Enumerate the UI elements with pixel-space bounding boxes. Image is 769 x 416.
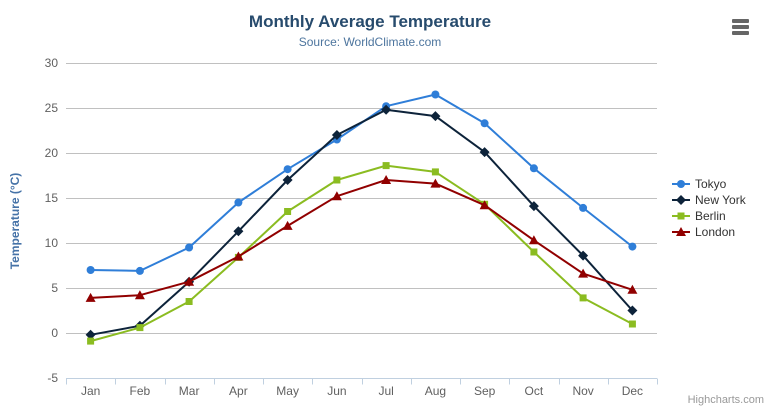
- marker-tokyo[interactable]: [185, 243, 194, 252]
- marker-london[interactable]: [430, 178, 441, 188]
- marker-berlin[interactable]: [284, 208, 292, 215]
- marker-tokyo[interactable]: [283, 165, 292, 174]
- marker-tokyo[interactable]: [480, 119, 489, 128]
- y-axis-label: 15: [45, 191, 59, 205]
- y-axis-label: 30: [45, 56, 59, 70]
- x-axis-label: Apr: [229, 384, 248, 398]
- legend-item-london[interactable]: London: [672, 224, 746, 240]
- x-axis-label: Aug: [425, 384, 446, 398]
- marker-berlin[interactable]: [530, 248, 538, 256]
- x-axis-label: Mar: [179, 384, 200, 398]
- marker-new-york[interactable]: [282, 175, 293, 185]
- triangle-marker-icon: [672, 227, 690, 236]
- marker-new-york[interactable]: [233, 226, 244, 237]
- marker-london[interactable]: [528, 235, 539, 245]
- hamburger-icon: [732, 19, 750, 35]
- x-axis-label: May: [276, 384, 299, 398]
- marker-new-york[interactable]: [331, 130, 342, 140]
- y-axis-label: 20: [45, 146, 59, 160]
- marker-new-york[interactable]: [528, 201, 539, 212]
- series-line-tokyo[interactable]: [89, 93, 634, 272]
- legend-item-label: London: [695, 225, 736, 239]
- marker-tokyo[interactable]: [234, 198, 243, 207]
- series-line-new-york[interactable]: [89, 108, 634, 336]
- y-axis-label: 5: [51, 281, 58, 295]
- marker-berlin[interactable]: [333, 176, 341, 184]
- y-axis-label: -5: [47, 371, 58, 385]
- marker-new-york[interactable]: [578, 250, 589, 261]
- marker-berlin[interactable]: [185, 298, 193, 305]
- x-axis-label: Nov: [572, 384, 593, 398]
- x-axis-label: Jun: [327, 384, 346, 398]
- legend-symbol-marker[interactable]: [676, 227, 686, 236]
- marker-new-york[interactable]: [627, 305, 638, 316]
- marker-tokyo[interactable]: [529, 164, 538, 173]
- y-axis-label: 0: [51, 326, 58, 340]
- marker-london[interactable]: [134, 290, 145, 300]
- legend-item-label: New York: [695, 193, 746, 207]
- marker-london[interactable]: [479, 200, 490, 210]
- marker-berlin[interactable]: [628, 320, 636, 328]
- marker-london[interactable]: [282, 220, 293, 230]
- marker-london[interactable]: [184, 276, 195, 286]
- marker-tokyo[interactable]: [135, 266, 144, 275]
- legend: Tokyo New York Berlin London: [672, 176, 746, 240]
- marker-berlin[interactable]: [382, 162, 390, 170]
- x-axis-label: Feb: [130, 384, 151, 398]
- y-axis-label: 10: [45, 236, 59, 250]
- x-axis-label: Jul: [378, 384, 393, 398]
- marker-new-york[interactable]: [479, 147, 490, 158]
- yaxis-title: Temperature (°C): [8, 172, 22, 270]
- legend-item-label: Berlin: [695, 209, 726, 223]
- square-marker-icon: [672, 212, 690, 220]
- marker-london[interactable]: [331, 191, 342, 201]
- series-line-berlin[interactable]: [89, 164, 634, 343]
- marker-berlin[interactable]: [431, 168, 439, 176]
- diamond-marker-icon: [672, 195, 690, 205]
- marker-new-york[interactable]: [430, 111, 441, 122]
- highcharts-credit-link[interactable]: Highcharts.com: [687, 394, 764, 406]
- legend-symbol-marker[interactable]: [677, 180, 685, 188]
- marker-tokyo[interactable]: [431, 90, 440, 99]
- legend-item-berlin[interactable]: Berlin: [672, 208, 746, 224]
- marker-new-york[interactable]: [85, 329, 96, 340]
- legend-item-tokyo[interactable]: Tokyo: [672, 176, 746, 192]
- legend-item-new-york[interactable]: New York: [672, 192, 746, 208]
- chart-subtitle: Source: WorldClimate.com: [298, 35, 442, 49]
- marker-tokyo[interactable]: [628, 242, 637, 251]
- legend-symbol-marker[interactable]: [677, 212, 685, 220]
- marker-berlin[interactable]: [136, 324, 144, 332]
- marker-tokyo[interactable]: [579, 203, 588, 212]
- marker-new-york[interactable]: [381, 104, 392, 115]
- circle-marker-icon: [672, 180, 690, 188]
- legend-symbol-marker[interactable]: [676, 195, 686, 205]
- x-axis-label: Sep: [474, 384, 496, 398]
- y-axis-label: 25: [45, 101, 59, 115]
- chart-title: Monthly Average Temperature: [248, 12, 492, 31]
- marker-berlin[interactable]: [579, 294, 587, 302]
- marker-london[interactable]: [85, 292, 96, 302]
- marker-london[interactable]: [381, 175, 392, 184]
- marker-berlin[interactable]: [87, 337, 95, 345]
- marker-london[interactable]: [627, 284, 638, 294]
- x-axis-label: Jan: [81, 384, 100, 398]
- marker-tokyo[interactable]: [86, 266, 95, 274]
- legend-item-label: Tokyo: [695, 177, 727, 191]
- marker-london[interactable]: [233, 251, 244, 261]
- x-axis-label: Dec: [622, 384, 643, 398]
- marker-london[interactable]: [578, 268, 589, 278]
- export-menu-button[interactable]: [728, 14, 754, 40]
- series-line-london[interactable]: [89, 179, 634, 299]
- x-axis-label: Oct: [525, 384, 544, 398]
